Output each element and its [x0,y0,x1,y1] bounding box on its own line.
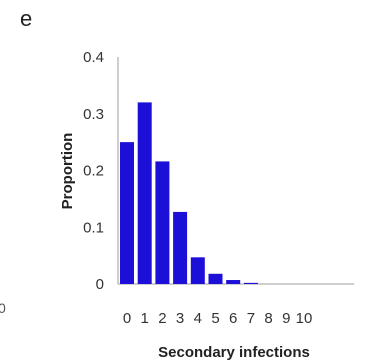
y-tick-label: 0.4 [83,49,104,66]
clipped-neighbor-tick: 0 [0,300,6,316]
x-tick-label: 1 [141,310,149,327]
chart-axes [117,57,354,285]
x-tick-labels: 0 1 2 3 4 5 6 7 8 9 10 [123,310,313,327]
bar-6 [226,280,241,284]
bar-5 [208,273,223,284]
bar-7 [243,282,258,284]
x-tick-label: 7 [247,310,255,327]
x-tick-label: 4 [194,310,202,327]
panel-letter: e [20,6,33,31]
x-tick-label: 8 [264,310,272,327]
y-tick-label: 0.2 [83,163,104,180]
x-tick-label: 5 [211,310,219,327]
bar-2 [155,161,170,284]
x-axis-title: Secondary infections [158,344,310,361]
bar-0 [120,142,134,284]
x-tick-label: 3 [176,310,184,327]
y-tick-label: 0.1 [83,219,104,236]
y-tick-label: 0 [96,276,104,293]
bar-3 [173,211,188,284]
x-tick-label: 6 [229,310,237,327]
y-tick-label: 0.3 [83,106,104,123]
x-tick-label: 2 [158,310,166,327]
x-tick-label: 0 [123,310,131,327]
x-tick-label: 10 [296,310,313,327]
x-tick-label: 9 [282,310,290,327]
bar-1 [137,102,152,285]
y-tick-labels: 0 0.1 0.2 0.3 0.4 [83,49,104,293]
bar-4 [190,257,205,284]
bars [120,102,258,285]
y-axis-title: Proportion [59,133,76,210]
